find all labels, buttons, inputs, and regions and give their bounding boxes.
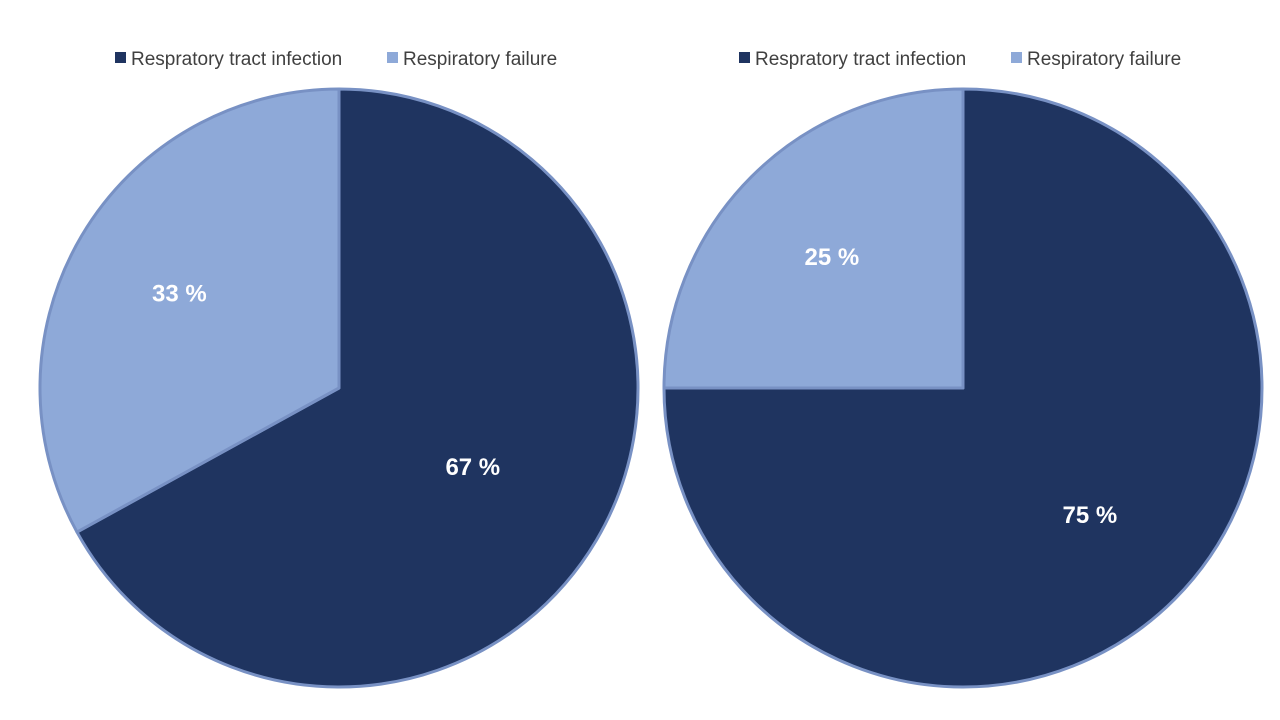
legend-1-label-0: Respratory tract infection: [131, 49, 342, 70]
legend-1-label-1: Respiratory failure: [403, 49, 557, 70]
pie-chart-1: Respratory tract infection Respiratory f…: [38, 49, 640, 689]
pie-2-slice-0: [662, 87, 1264, 689]
pie-1-slice-labels: 67 % 33 %: [152, 281, 500, 482]
pie-1-slice-1-label: 33 %: [152, 281, 207, 308]
pie-2-slice-labels: 75 % 25 %: [805, 244, 1118, 529]
pie-1-slice-0: [75, 87, 640, 689]
pie-2-slice-0-label: 75 %: [1063, 502, 1118, 529]
legend-2-swatch-0: [739, 52, 750, 63]
legend-2-label-0: Respratory tract infection: [755, 49, 966, 70]
legend-1-swatch-0: [115, 52, 126, 63]
legend-1-swatch-1: [387, 52, 398, 63]
pie-1-slices: [38, 87, 640, 689]
pie-1-slice-0-label: 67 %: [445, 454, 500, 481]
legend-2-swatch-1: [1011, 52, 1022, 63]
legend-1: Respratory tract infection Respiratory f…: [115, 49, 557, 70]
pie-2-slice-1-label: 25 %: [805, 244, 860, 271]
pie-chart-2: Respratory tract infection Respiratory f…: [662, 49, 1264, 689]
pie-2-slices: [662, 87, 1264, 689]
pie-2-slice-1: [662, 87, 965, 390]
legend-2: Respratory tract infection Respiratory f…: [739, 49, 1181, 70]
legend-2-label-1: Respiratory failure: [1027, 49, 1181, 70]
pie-1-slice-1: [38, 87, 341, 534]
